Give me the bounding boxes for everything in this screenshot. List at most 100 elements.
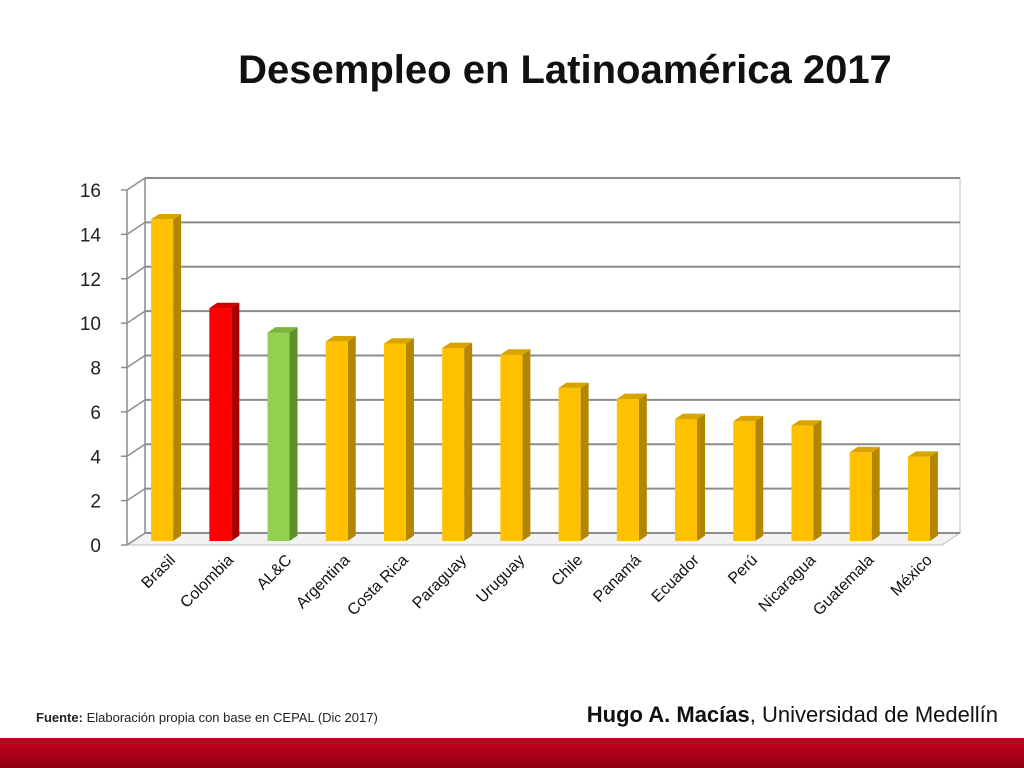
- bar-front: [616, 399, 639, 541]
- bar: [675, 413, 706, 541]
- bar: [558, 382, 589, 541]
- bar-side: [464, 342, 473, 541]
- bar-front: [325, 341, 348, 541]
- x-tick-label: Paraguay: [410, 552, 470, 612]
- page-title: Desempleo en Latinoamérica 2017: [238, 48, 892, 92]
- bar-side: [231, 302, 240, 541]
- bar-side: [871, 446, 880, 541]
- bar-front: [151, 219, 174, 541]
- bar: [442, 342, 473, 541]
- source-label: Fuente:: [36, 710, 83, 725]
- bar-top: [849, 446, 880, 453]
- bar-top: [442, 342, 473, 348]
- gridline-side: [126, 177, 146, 191]
- bar-front: [675, 418, 698, 541]
- bar-top: [558, 382, 589, 388]
- bar-top: [907, 451, 938, 457]
- author-name: Hugo A. Macías: [586, 702, 750, 727]
- x-tick-label: Ecuador: [649, 551, 704, 606]
- bar: [907, 451, 938, 541]
- bar-side: [289, 327, 298, 541]
- x-tick-label: Nicaragua: [756, 552, 820, 616]
- bar-side: [813, 420, 822, 541]
- bar-side: [522, 349, 531, 541]
- y-tick-label: 4: [90, 447, 101, 468]
- y-tick-label: 14: [80, 225, 102, 246]
- bar-side: [697, 413, 706, 541]
- author-credit: Hugo A. Macías, Universidad de Medellín: [587, 702, 998, 728]
- x-tick-label: Guatemala: [810, 552, 877, 619]
- bar-side: [580, 382, 589, 541]
- bar-front: [209, 308, 232, 541]
- bar-top: [791, 420, 822, 426]
- y-tick-label: 10: [80, 314, 101, 335]
- bar-side: [405, 338, 414, 541]
- bar-side: [173, 213, 182, 541]
- x-tick-label: Uruguay: [473, 552, 528, 607]
- bar: [849, 446, 880, 541]
- chart-floor: [125, 532, 962, 546]
- bar-top: [151, 213, 182, 220]
- y-tick-label: 16: [80, 181, 101, 202]
- bar-top: [209, 302, 240, 309]
- gridline-side: [126, 488, 146, 502]
- gridline-side: [126, 221, 146, 235]
- gridline-side: [126, 266, 146, 280]
- y-tick-label: 2: [90, 492, 101, 513]
- bar: [325, 335, 356, 541]
- bar-front: [442, 347, 465, 541]
- bar: [733, 415, 764, 541]
- chart-grid: [125, 177, 962, 546]
- x-tick-label: México: [888, 552, 936, 600]
- bar-top: [733, 415, 764, 422]
- bar-front: [267, 332, 290, 541]
- chart-axes: [121, 178, 146, 546]
- y-tick-label: 12: [80, 270, 101, 291]
- bar: [500, 349, 531, 541]
- x-tick-label: Colombia: [177, 552, 237, 612]
- bar-front: [733, 421, 756, 541]
- bar: [383, 338, 414, 541]
- bar-side: [638, 393, 647, 541]
- bar-side: [929, 451, 938, 541]
- y-tick-label: 8: [90, 359, 101, 380]
- x-tick-label: Panamá: [590, 552, 644, 606]
- bar-top: [675, 413, 706, 419]
- bar-side: [347, 335, 356, 541]
- x-tick-label: Brasil: [139, 552, 179, 592]
- bar: [791, 420, 822, 541]
- x-tick-label: Chile: [549, 552, 587, 590]
- gridline-side: [126, 354, 146, 369]
- author-affiliation: , Universidad de Medellín: [749, 702, 998, 727]
- x-tick-label: Costa Rica: [344, 552, 411, 619]
- bar-top: [500, 349, 531, 355]
- bar-front: [558, 387, 581, 541]
- y-tick-label: 0: [90, 536, 101, 557]
- bar-top: [616, 393, 647, 399]
- x-tick-label: AL&C: [254, 552, 296, 594]
- bar-front: [791, 425, 814, 541]
- x-tick-label: Perú: [725, 552, 761, 588]
- gridline-side: [126, 399, 146, 413]
- gridline-side: [126, 443, 146, 457]
- bar-top: [267, 327, 298, 333]
- bar: [209, 302, 240, 541]
- y-tick-label: 6: [90, 403, 101, 424]
- footer-bar: [0, 738, 1024, 768]
- bar-top: [383, 338, 414, 344]
- bar: [267, 327, 298, 541]
- bar-side: [755, 415, 764, 541]
- bar-front: [907, 456, 930, 541]
- gridline-side: [126, 532, 146, 546]
- bar-front: [849, 452, 872, 541]
- bar: [616, 393, 647, 541]
- bar-top: [325, 335, 356, 342]
- bar: [151, 213, 182, 541]
- source-text: Elaboración propia con base en CEPAL (Di…: [82, 710, 378, 725]
- chart-bars: [151, 213, 938, 541]
- x-tick-label: Argentina: [293, 552, 354, 613]
- gridline-side: [126, 310, 146, 324]
- bar-front: [500, 354, 523, 541]
- source-note: Fuente: Elaboración propia con base en C…: [36, 710, 378, 725]
